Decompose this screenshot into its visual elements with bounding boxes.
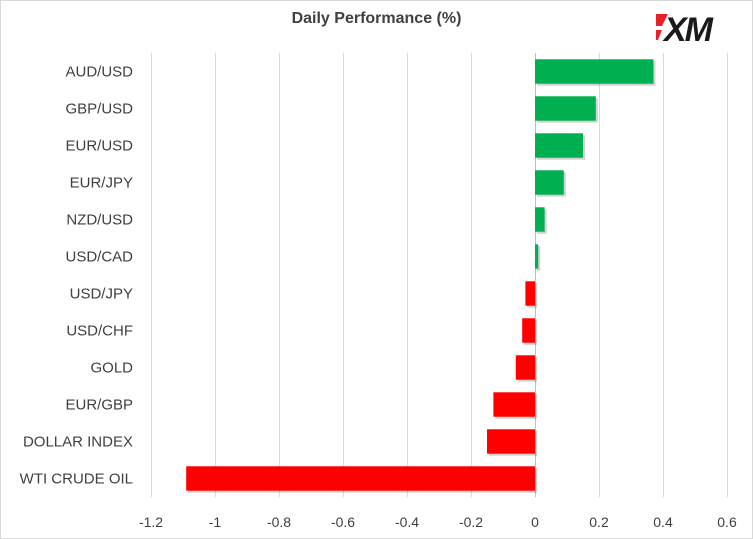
logo-text: XM [662, 11, 714, 48]
category-label: AUD/USD [65, 64, 133, 81]
bar [525, 281, 535, 306]
chart-title: Daily Performance (%) [291, 10, 462, 27]
bar [493, 392, 535, 417]
x-tick-label: 0.4 [653, 514, 673, 530]
x-tick-label: -1 [209, 514, 222, 530]
x-tick-label: -1.2 [139, 514, 163, 530]
category-label: USD/CAD [65, 249, 133, 266]
x-tick-label: 0 [531, 514, 539, 530]
x-tick-label: 0.6 [717, 514, 737, 530]
category-label: GBP/USD [65, 101, 133, 118]
bar-shadow [537, 246, 541, 271]
category-label: WTI CRUDE OIL [20, 471, 133, 488]
x-tick-label: -0.4 [395, 514, 419, 530]
category-label: EUR/GBP [65, 397, 133, 414]
bar [515, 355, 535, 380]
category-label: GOLD [90, 360, 133, 377]
category-label: EUR/JPY [70, 175, 133, 192]
category-label: DOLLAR INDEX [23, 434, 133, 451]
category-label: USD/CHF [66, 323, 133, 340]
category-label: EUR/USD [65, 138, 133, 155]
logo-accent-mark-lower [656, 30, 662, 40]
bar [522, 318, 535, 343]
x-tick-label: -0.2 [459, 514, 483, 530]
bar [186, 466, 535, 491]
x-tick-label: -0.6 [331, 514, 355, 530]
bar [535, 207, 545, 232]
bar [487, 429, 535, 454]
x-tick-label: -0.8 [267, 514, 291, 530]
logo-accent-mark [656, 14, 668, 26]
xm-logo: XM [656, 11, 716, 48]
bar [535, 244, 539, 269]
category-label: USD/JPY [70, 286, 133, 303]
bar [535, 133, 583, 158]
bar [535, 96, 596, 121]
x-tick-label: 0.2 [589, 514, 609, 530]
category-label: NZD/USD [66, 212, 133, 229]
bar [535, 59, 654, 84]
bar [535, 170, 564, 195]
